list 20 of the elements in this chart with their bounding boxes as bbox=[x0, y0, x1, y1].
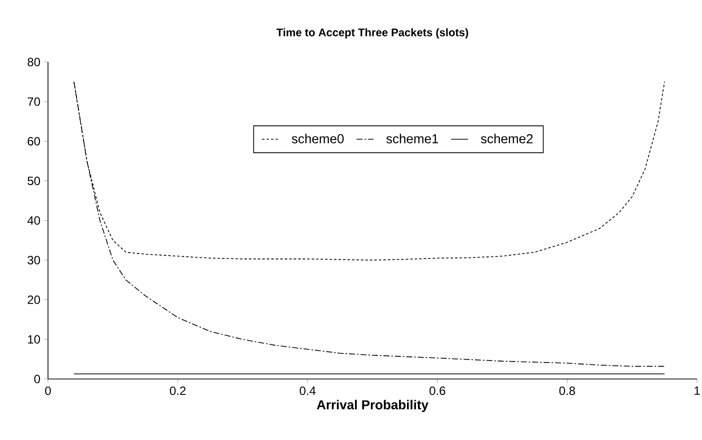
x-axis-title: Arrival Probability bbox=[316, 400, 428, 412]
legend-label: scheme1 bbox=[386, 134, 438, 144]
y-tick-label: 20 bbox=[28, 296, 40, 304]
x-tick-label: 1 bbox=[694, 386, 700, 395]
x-tick-label: 0.4 bbox=[300, 386, 316, 396]
y-tick-label: 10 bbox=[28, 335, 40, 344]
x-tick-label: 0.6 bbox=[430, 386, 446, 396]
y-tick-label: 50 bbox=[28, 176, 40, 186]
y-tick-label: 70 bbox=[28, 97, 40, 106]
y-tick-label: 30 bbox=[28, 256, 40, 264]
y-tick-label: 60 bbox=[28, 137, 40, 146]
legend-label: scheme0 bbox=[292, 134, 344, 144]
legend-label: scheme2 bbox=[480, 134, 533, 144]
x-tick-label: 0.2 bbox=[170, 386, 186, 396]
y-tick-label: 80 bbox=[28, 58, 40, 66]
chart-title: Time to Accept Three Packets (slots) bbox=[276, 28, 468, 38]
y-tick-label: 40 bbox=[27, 216, 40, 225]
x-tick-label: 0 bbox=[45, 386, 51, 396]
y-tick-label: 0 bbox=[34, 374, 40, 384]
x-tick-label: 0.8 bbox=[559, 386, 576, 396]
